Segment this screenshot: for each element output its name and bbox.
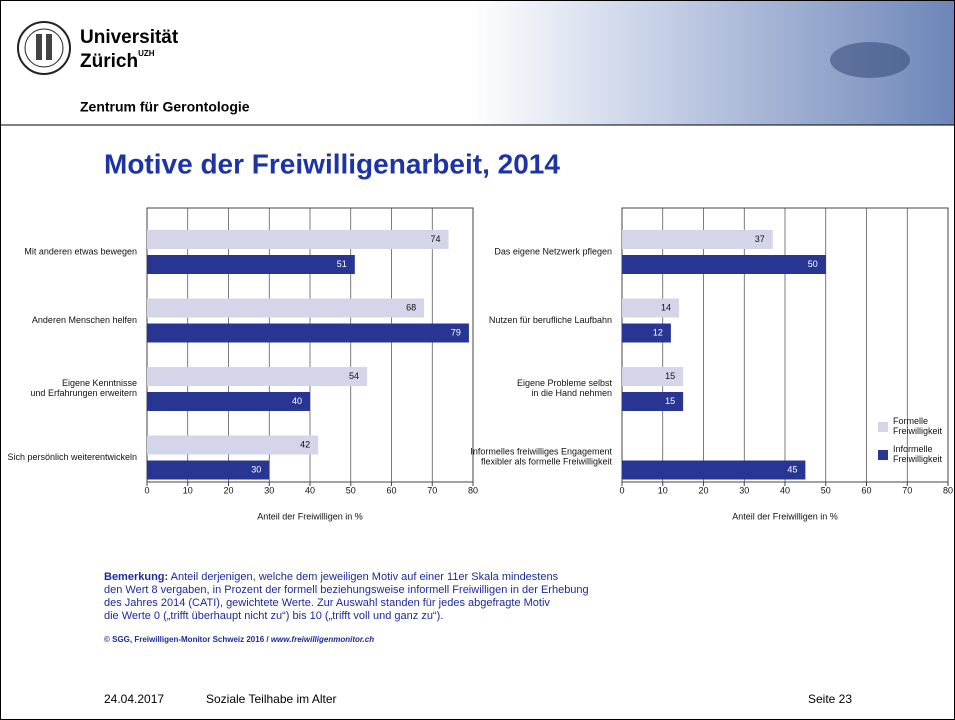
city-name: Zürich [80,51,138,72]
category-label: Das eigene Netzwerk pflegen [494,246,612,256]
x-tick-label: 30 [264,485,274,495]
category-label: Anderen Menschen helfen [32,315,137,325]
value-label: 74 [431,234,441,244]
bar [147,255,355,274]
bar [622,298,680,318]
value-label: 37 [755,234,765,244]
value-label: 30 [251,464,261,474]
value-label: 79 [451,327,461,337]
x-tick-label: 20 [223,485,233,495]
x-tick-label: 70 [427,485,437,495]
note-line: Bemerkung: Anteil derjenigen, welche dem… [104,571,559,583]
value-label: 15 [665,371,675,381]
bar [622,367,684,386]
value-label: 45 [787,464,797,474]
category-label: Nutzen für berufliche Laufbahn [489,315,612,325]
bar [147,367,368,386]
value-label: 50 [808,259,818,269]
x-tick-label: 80 [943,485,953,495]
slide-title: Motive der Freiwilligenarbeit, 2014 [104,148,560,179]
value-label: 14 [661,302,671,312]
footer-page: Seite 23 [808,692,852,706]
bar [622,460,806,480]
legend-label: Formelle Freiwilligkeit [893,416,943,436]
bar [147,230,449,249]
note-lead: Bemerkung: [104,571,168,583]
value-label: 42 [300,439,310,449]
x-tick-label: 0 [619,485,624,495]
category-label: Informelles freiwilliges Engagement flexi… [470,447,612,467]
legend-swatch [878,450,888,460]
category-label: Sich persönlich weiterentwickeln [7,452,137,462]
note-text: Anteil derjenigen, welche dem jeweiligen… [168,571,558,583]
note-line: den Wert 8 vergaben, in Prozent der form… [104,584,589,596]
x-tick-label: 60 [861,485,871,495]
bar [622,230,773,249]
source-link: www.freiwilligenmonitor.ch [271,635,374,644]
x-tick-label: 10 [658,485,668,495]
category-label: Eigene Kenntnisse und Erfahrungen erweite… [30,378,137,398]
source: © SGG, Freiwilligen-Monitor Schweiz 2016… [104,635,374,644]
legend-label: Informelle Freiwilligkeit [893,444,943,464]
bar [147,460,270,480]
bar [147,435,319,455]
bar [622,255,826,274]
value-label: 68 [406,302,416,312]
unit: Zentrum für Gerontologie [80,99,250,115]
x-tick-label: 40 [780,485,790,495]
value-label: 40 [292,396,302,406]
note-line: die Werte 0 („trifft überhaupt nicht zu“… [104,610,443,622]
note-line: des Jahres 2014 (CATI), gewichtete Werte… [104,597,550,609]
header-image-eye [830,42,910,78]
bar [147,298,425,318]
x-tick-label: 70 [902,485,912,495]
category-label: Eigene Probleme selbst in die Hand nehmen [517,378,613,398]
category-label: Mit anderen etwas bewegen [24,246,137,256]
x-tick-label: 60 [386,485,396,495]
footer-date: 24.04.2017 [104,692,164,706]
footer-topic: Soziale Teilhabe im Alter [206,692,337,706]
city: ZürichUZH [80,49,155,72]
x-tick-label: 50 [346,485,356,495]
source-text: © SGG, Freiwilligen-Monitor Schweiz 2016… [104,635,271,644]
value-label: 12 [653,327,663,337]
university: Universität [80,27,179,48]
value-label: 51 [337,259,347,269]
x-axis-label: Anteil der Freiwilligen in % [257,511,363,521]
bar [147,392,310,411]
x-tick-label: 30 [739,485,749,495]
x-tick-label: 80 [468,485,478,495]
bar [622,392,684,411]
x-tick-label: 40 [305,485,315,495]
bar [147,323,469,343]
x-tick-label: 20 [698,485,708,495]
value-label: 54 [349,371,359,381]
bar [622,323,671,343]
x-axis-label: Anteil der Freiwilligen in % [732,511,838,521]
x-tick-label: 0 [144,485,149,495]
city-sup: UZH [138,49,155,58]
legend-swatch [878,422,888,432]
x-tick-label: 50 [821,485,831,495]
logo [17,21,71,75]
value-label: 15 [665,396,675,406]
x-tick-label: 10 [183,485,193,495]
